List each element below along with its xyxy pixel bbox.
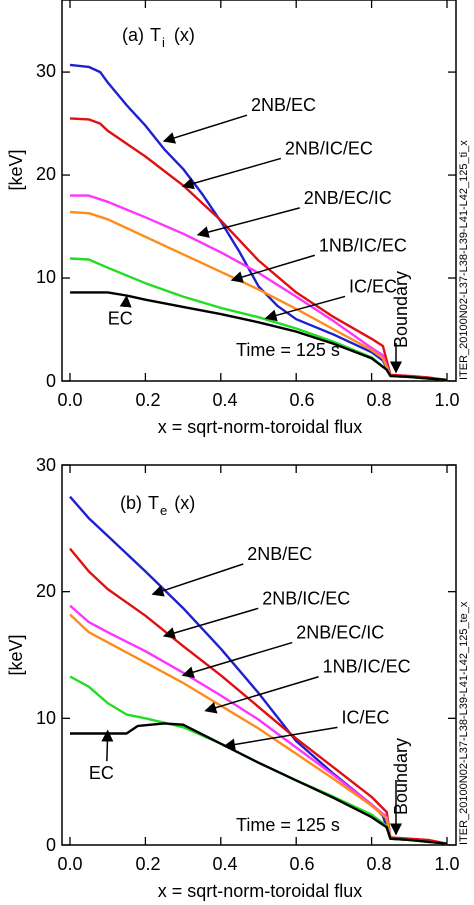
x-tick-label: 0.8 — [366, 854, 391, 874]
x-tick-label: 1.0 — [434, 854, 459, 874]
plot-frame-b — [61, 464, 457, 846]
x-tick-label: 1.0 — [434, 390, 459, 410]
series-label: 2NB/IC/EC — [285, 138, 373, 158]
label-arrow — [181, 157, 282, 190]
series-label: EC — [89, 763, 114, 783]
series-label: 1NB/IC/EC — [323, 657, 411, 677]
x-tick-label: 0.0 — [57, 390, 82, 410]
y-tick-label: 0 — [46, 371, 56, 391]
series-label: IC/EC — [349, 276, 397, 296]
y-axis-label: [keV] — [6, 149, 26, 190]
x-tick-label: 0.6 — [289, 854, 314, 874]
time-annotation: Time = 125 s — [236, 815, 340, 835]
boundary-label: Boundary — [391, 271, 411, 348]
y-tick-label: 30 — [36, 455, 56, 475]
series-line-2nb-ic-ec — [69, 547, 448, 845]
y-tick-label: 0 — [46, 835, 56, 855]
x-tick-label: 0.4 — [212, 854, 237, 874]
label-arrow — [223, 726, 338, 751]
y-tick-label: 20 — [36, 581, 56, 601]
label-arrow — [181, 641, 293, 678]
panel-title-b: (b) Te (x) — [120, 493, 195, 518]
label-arrow — [162, 114, 248, 144]
label-arrow — [151, 563, 244, 597]
x-axis-label: x = sqrt-norm-toroidal flux — [158, 417, 363, 437]
series-line-ec — [70, 722, 448, 845]
label-arrow — [264, 295, 346, 322]
series-label: 2NB/EC/IC — [296, 623, 384, 643]
label-arrows-a: 2NB/EC 2NB/IC/EC 2NB/EC/IC 1NB/IC/EC IC/EC EC — [108, 95, 407, 328]
series-label: IC/EC — [341, 707, 389, 727]
panel-title-a: (a) Ti (x) — [122, 25, 195, 50]
x-axis-label: x = sqrt-norm-toroidal flux — [158, 881, 363, 901]
side-label-b: ITER_20100N02-L37-L38-L39-L41-L42_125_te… — [458, 601, 470, 845]
series-label: 2NB/EC/IC — [304, 188, 392, 208]
chart-panel-a: 2NB/EC 2NB/IC/EC 2NB/EC/IC 1NB/IC/EC IC/EC EC… — [6, 0, 460, 437]
y-tick-label: 20 — [36, 164, 56, 184]
x-tick-label: 0.0 — [57, 854, 82, 874]
series-label: 2NB/IC/EC — [262, 588, 350, 608]
x-tick-label: 0.6 — [289, 390, 314, 410]
side-label-a: ITER_20100N02-L37-L38-L39-L41-L42_125_ti… — [458, 140, 470, 380]
x-tick-label: 0.2 — [135, 854, 160, 874]
y-tick-label: 30 — [36, 61, 56, 81]
y-axis-label: [keV] — [6, 634, 26, 675]
series-label: EC — [108, 308, 133, 328]
tick-marks-b — [62, 464, 456, 846]
series-label: 2NB/EC — [247, 544, 312, 564]
chart-panel-b: 2NB/EC 2NB/IC/EC 2NB/EC/IC 1NB/IC/EC IC/EC EC… — [6, 455, 460, 901]
label-arrow — [230, 254, 316, 283]
label-arrow — [119, 295, 132, 308]
label-arrow — [204, 676, 319, 714]
plot-frame-a — [61, 0, 457, 382]
time-annotation: Time = 125 s — [236, 340, 340, 360]
boundary-label: Boundary — [391, 738, 411, 815]
label-arrow — [101, 729, 114, 762]
label-arrows-b: 2NB/EC 2NB/IC/EC 2NB/EC/IC 1NB/IC/EC IC/EC EC — [89, 544, 411, 783]
x-tick-label: 0.4 — [212, 390, 237, 410]
y-tick-label: 10 — [36, 708, 56, 728]
series-label: 2NB/EC — [251, 95, 316, 115]
y-tick-label: 10 — [36, 267, 56, 287]
series-label: 1NB/IC/EC — [319, 235, 407, 255]
series-group-b — [69, 495, 448, 845]
label-arrow — [196, 207, 300, 238]
x-tick-label: 0.2 — [135, 390, 160, 410]
x-tick-label: 0.8 — [366, 390, 391, 410]
label-arrow — [162, 607, 259, 639]
